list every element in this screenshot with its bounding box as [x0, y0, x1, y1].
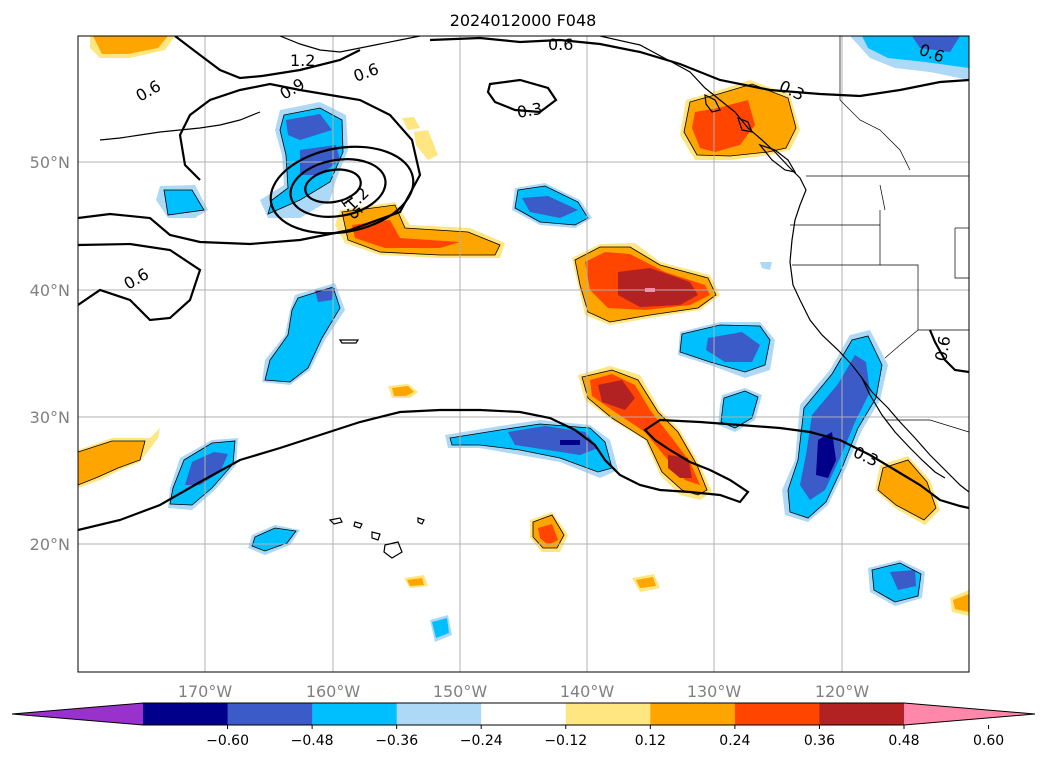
colorbar-tick-label: −0.48	[291, 733, 334, 749]
lat-label: 30°N	[30, 408, 70, 427]
colorbar-tick-label: 0.60	[973, 733, 1004, 749]
longitude-labels: 170°W 160°W 150°W 140°W 130°W 120°W	[178, 682, 870, 701]
colorbar-tick-label: −0.36	[375, 733, 418, 749]
map-area	[78, 36, 969, 672]
colorbar-tick-label: 0.36	[804, 733, 835, 749]
colorbar	[11, 702, 1036, 729]
colorbar-segment	[650, 703, 736, 725]
lat-label: 40°N	[30, 281, 70, 300]
contour-label: 0.3	[515, 99, 543, 122]
contour-label: 1.2	[290, 51, 315, 70]
contour-label: 0.6	[931, 334, 954, 362]
lon-label: 130°W	[687, 682, 742, 701]
gridlines	[78, 36, 969, 672]
lon-label: 160°W	[306, 682, 361, 701]
colorbar-tick-label: 0.12	[635, 733, 666, 749]
colorbar-tick-label: −0.24	[460, 733, 503, 749]
colorbar-segment	[227, 703, 313, 725]
borders	[790, 36, 969, 433]
map-title: 2024012000 F048	[450, 11, 597, 30]
colorbar-segment	[143, 703, 229, 725]
lon-label: 120°W	[815, 682, 870, 701]
contour-label: 0.6	[548, 35, 573, 54]
colorbar-segment	[481, 703, 567, 725]
lat-label: 20°N	[30, 535, 70, 554]
colorbar-extend-high	[904, 703, 1035, 725]
latitude-labels: 50°N 40°N 30°N 20°N	[30, 153, 70, 554]
colorbar-outline	[11, 702, 1036, 726]
lon-label: 150°W	[433, 682, 488, 701]
colorbar-tick-label: 0.24	[719, 733, 750, 749]
colorbar-segment	[396, 703, 482, 725]
colorbar-labels: −0.60 −0.48 −0.36 −0.24 −0.12 0.12 0.24 0.36 0.4…	[206, 733, 1004, 749]
colorbar-segment	[819, 703, 905, 725]
map-frame	[77, 35, 970, 673]
lat-label: 50°N	[30, 153, 70, 172]
colorbar-segment	[734, 703, 820, 725]
colorbar-extend-low	[12, 703, 143, 725]
colorbar-tick-label: 0.48	[888, 733, 919, 749]
colorbar-tick-label: −0.60	[206, 733, 249, 749]
colorbar-tick-label: −0.12	[544, 733, 587, 749]
lon-label: 170°W	[178, 682, 233, 701]
colorbar-segment	[312, 703, 398, 725]
contour-lines	[78, 36, 969, 532]
lon-label: 140°W	[560, 682, 615, 701]
colorbar-segment	[565, 703, 651, 725]
map-content: 0.6 0.6 0.6 0.6 0.6 0.3 0.3 0.3 1.2 0.9 …	[78, 35, 969, 672]
shaded-anomalies	[78, 36, 969, 642]
